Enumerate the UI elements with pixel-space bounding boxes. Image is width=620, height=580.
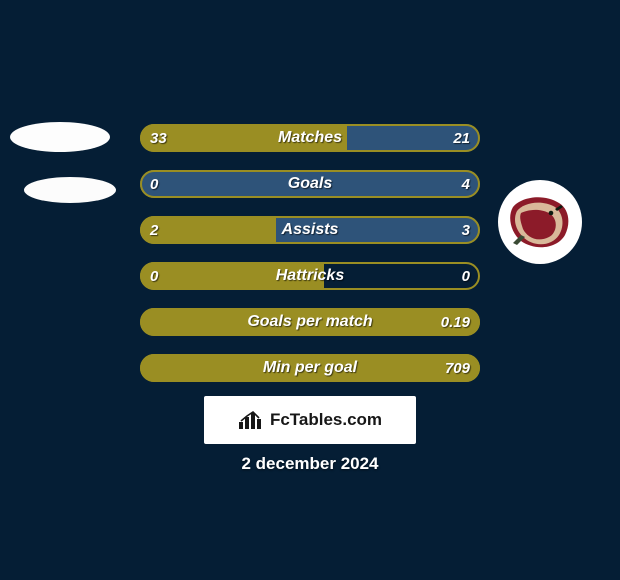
stat-value-left: 0 [150,262,158,290]
stat-label: Assists [140,216,480,244]
stat-value-right: 0.19 [441,308,470,336]
stat-value-right: 21 [453,124,470,152]
stat-row: Goals per match0.19 [140,308,480,336]
stat-rows: Matches3321Goals04Assists23Hattricks00Go… [140,124,480,400]
player-left-avatar-2 [24,177,116,203]
stat-value-right: 4 [462,170,470,198]
brand-bars-icon [238,410,264,430]
stat-label: Hattricks [140,262,480,290]
stat-value-right: 3 [462,216,470,244]
stat-label: Min per goal [140,354,480,382]
stat-value-left: 33 [150,124,167,152]
stat-value-right: 0 [462,262,470,290]
brand-box: FcTables.com [204,396,416,444]
stat-label: Goals per match [140,308,480,336]
stat-row: Hattricks0 0 [140,262,480,290]
comparison-card: Hayashi vs Higuchi Club competitions, Se… [0,0,620,580]
stat-row: Matches33 21 [140,124,480,152]
stat-label: Goals [140,170,480,198]
stat-value-left: 0 [150,170,158,198]
stat-value-right: 709 [445,354,470,382]
stat-label: Matches [140,124,480,152]
team-logo-icon [507,193,573,251]
stat-row: Goals0 4 [140,170,480,198]
stat-row: Assists2 3 [140,216,480,244]
brand-text: FcTables.com [270,410,382,430]
player-left-avatar-1 [10,122,110,152]
stat-row: Min per goal709 [140,354,480,382]
date-footer: 2 december 2024 [0,454,620,474]
player-right-avatar [498,180,582,264]
stat-value-left: 2 [150,216,158,244]
